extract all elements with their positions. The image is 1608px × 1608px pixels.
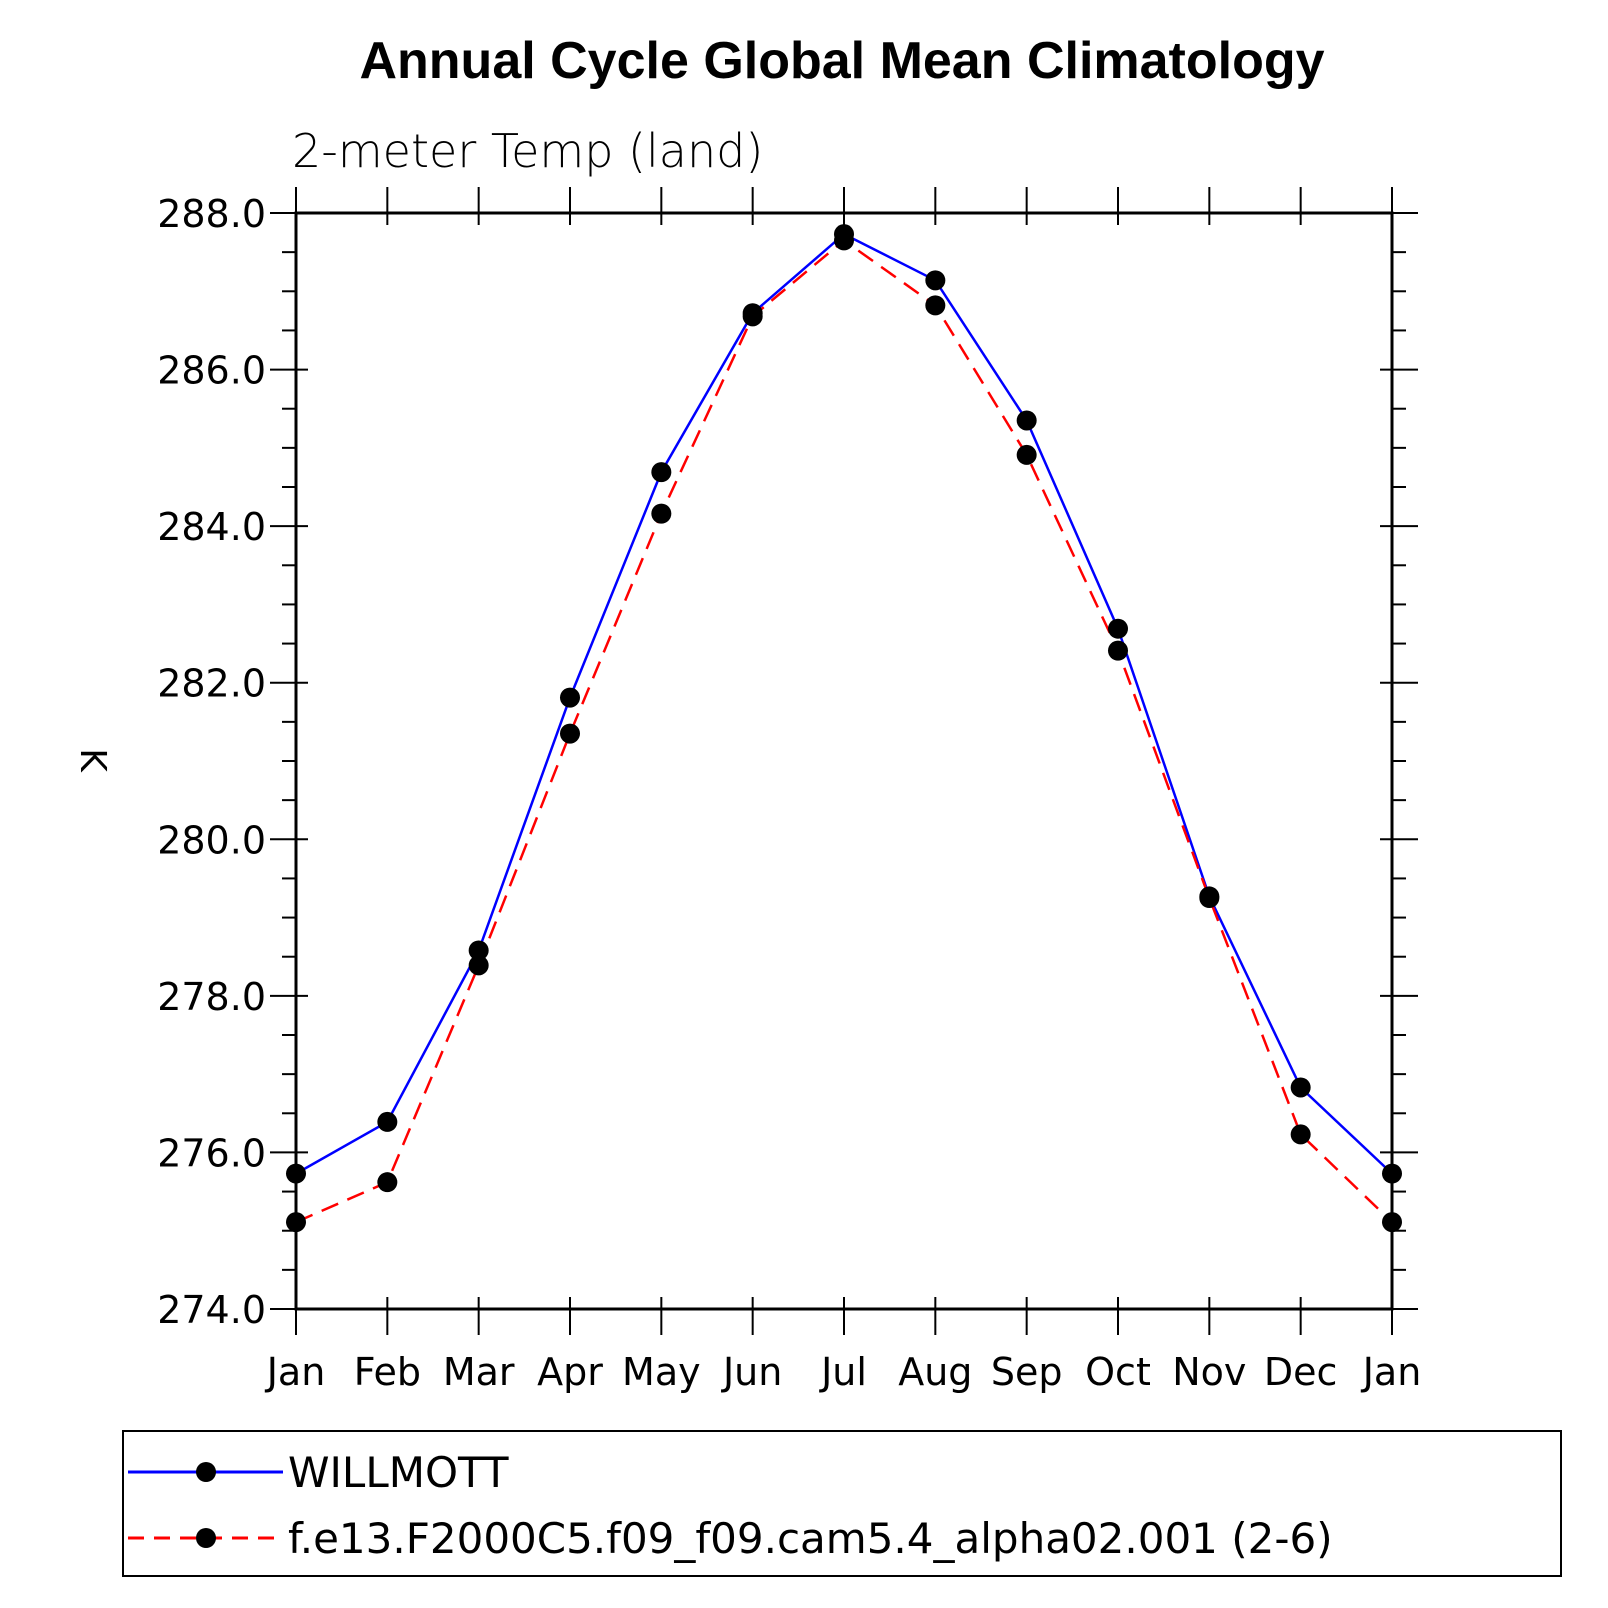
legend-label-willmott: WILLMOTT xyxy=(288,1448,509,1497)
series-1-point xyxy=(1108,640,1128,661)
series-1-point xyxy=(925,295,946,316)
series-line-1 xyxy=(295,238,1393,1224)
x-tick-label: May xyxy=(622,1350,701,1394)
series-line-0 xyxy=(295,232,1393,1175)
x-tick-label: Aug xyxy=(898,1350,972,1394)
x-tick-label: Jan xyxy=(1361,1350,1422,1394)
series-1-point xyxy=(651,503,672,524)
y-tick-label: 278.0 xyxy=(157,975,266,1019)
y-tick-label: 280.0 xyxy=(157,818,266,862)
chart-subtitle: 2-meter Temp (land) xyxy=(292,124,763,178)
y-tick-label: 284.0 xyxy=(157,505,266,549)
x-tick-label: Apr xyxy=(537,1350,603,1394)
legend-label-model: f.e13.F2000C5.f09_f09.cam5.4_alpha02.001… xyxy=(288,1514,1333,1563)
series-1-point xyxy=(742,306,763,327)
series-1-point xyxy=(286,1212,306,1233)
series-0-point xyxy=(560,687,580,708)
series-1-point xyxy=(834,230,854,251)
plot-frame xyxy=(294,211,1394,1311)
x-tick-label: Nov xyxy=(1172,1350,1246,1394)
series-1-point xyxy=(468,955,489,976)
series-1-point xyxy=(1290,1124,1311,1145)
y-tick-labels: 274.0 276.0 278.0 280.0 282.0 284.0 286.0 288.0 xyxy=(157,192,266,1332)
legend-marker-willmott xyxy=(196,1462,216,1482)
series-0-point xyxy=(1290,1077,1311,1098)
x-tick-label: Mar xyxy=(443,1350,515,1394)
y-tick-label: 274.0 xyxy=(157,1288,266,1332)
x-tick-label: Jan xyxy=(265,1350,326,1394)
y-tick-label: 286.0 xyxy=(157,349,266,393)
x-tick-label: Jul xyxy=(819,1350,867,1394)
y-tick-label: 288.0 xyxy=(157,192,266,236)
x-tick-label: Jun xyxy=(721,1350,782,1394)
series-1-point xyxy=(377,1172,398,1193)
x-tick-labels: Jan Feb Mar Apr May Jun Jul Aug Sep Oct Nov Dec Jan xyxy=(265,1350,1422,1394)
x-tick-label: Oct xyxy=(1085,1350,1151,1394)
series-0-point xyxy=(377,1111,398,1132)
series-0-point xyxy=(1108,618,1128,639)
series-0-point xyxy=(925,270,946,291)
series-0-point xyxy=(468,940,489,961)
series-0-point xyxy=(651,462,672,483)
x-tick-label: Dec xyxy=(1264,1350,1338,1394)
legend-marker-model xyxy=(196,1528,216,1548)
x-tick-label: Sep xyxy=(991,1350,1063,1394)
series-0-point xyxy=(1382,1163,1402,1184)
chart-title: Annual Cycle Global Mean Climatology xyxy=(359,32,1324,90)
axis-ticks xyxy=(270,187,1418,1335)
series-0-point xyxy=(286,1163,306,1184)
series-1-point xyxy=(1199,888,1220,908)
x-tick-label: Feb xyxy=(354,1350,421,1394)
y-tick-label: 282.0 xyxy=(157,662,266,706)
y-axis-label: K xyxy=(72,748,113,773)
legend-box xyxy=(122,1430,1562,1577)
series-1-point xyxy=(1016,444,1037,465)
series-layer xyxy=(286,224,1402,1233)
y-tick-label: 276.0 xyxy=(157,1131,266,1175)
series-1-point xyxy=(1382,1212,1402,1233)
series-0-point xyxy=(1016,410,1037,431)
series-1-point xyxy=(560,723,580,744)
